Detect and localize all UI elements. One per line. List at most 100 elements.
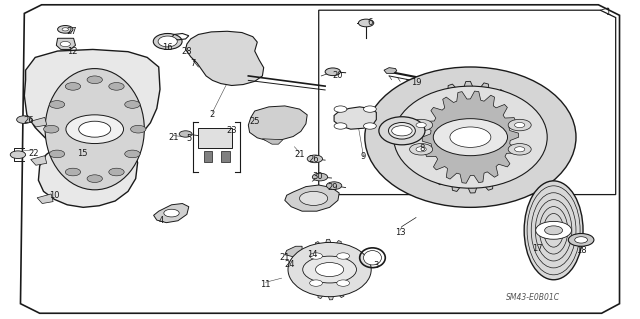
Circle shape: [316, 263, 344, 277]
Text: 21: 21: [168, 133, 179, 142]
Text: 10: 10: [49, 191, 60, 200]
Text: 18: 18: [576, 246, 586, 255]
Polygon shape: [285, 246, 302, 257]
Ellipse shape: [288, 242, 371, 297]
Circle shape: [410, 144, 433, 155]
Circle shape: [515, 147, 525, 152]
Ellipse shape: [394, 86, 547, 188]
Text: 23: 23: [227, 126, 237, 135]
Text: 21: 21: [280, 253, 290, 262]
Circle shape: [87, 175, 102, 182]
Text: 11: 11: [260, 280, 271, 289]
Polygon shape: [300, 239, 360, 300]
Text: 13: 13: [395, 228, 405, 237]
Text: 19: 19: [411, 78, 421, 87]
Circle shape: [49, 150, 65, 158]
Circle shape: [337, 253, 349, 259]
Circle shape: [66, 115, 124, 144]
Circle shape: [450, 127, 491, 147]
Circle shape: [508, 119, 531, 131]
Circle shape: [62, 28, 68, 31]
Text: 20: 20: [333, 71, 343, 80]
Ellipse shape: [45, 69, 145, 190]
Text: 16: 16: [163, 43, 173, 52]
Text: 30: 30: [313, 172, 323, 181]
Text: 1: 1: [605, 8, 611, 17]
Ellipse shape: [388, 122, 415, 139]
Circle shape: [58, 26, 73, 33]
Circle shape: [65, 168, 81, 176]
Circle shape: [125, 101, 140, 108]
Text: 9: 9: [361, 152, 366, 161]
Circle shape: [358, 19, 374, 27]
Circle shape: [310, 253, 323, 259]
Ellipse shape: [364, 251, 381, 265]
Circle shape: [307, 155, 323, 163]
Text: 6: 6: [367, 18, 372, 27]
Circle shape: [10, 151, 26, 159]
Polygon shape: [384, 68, 397, 73]
Polygon shape: [248, 106, 307, 141]
Ellipse shape: [524, 181, 583, 280]
Text: 29: 29: [328, 183, 338, 192]
Circle shape: [310, 280, 323, 286]
Text: 25: 25: [250, 117, 260, 126]
Text: 26: 26: [24, 116, 34, 125]
Polygon shape: [198, 128, 232, 148]
Circle shape: [508, 144, 531, 155]
Circle shape: [364, 123, 376, 129]
Circle shape: [60, 41, 70, 47]
Text: 14: 14: [307, 250, 317, 259]
Circle shape: [131, 125, 146, 133]
Text: 4: 4: [159, 216, 164, 225]
Circle shape: [325, 68, 340, 76]
Text: 7: 7: [191, 59, 196, 68]
Circle shape: [49, 101, 65, 108]
Text: 26: 26: [308, 155, 319, 164]
Circle shape: [179, 131, 192, 137]
Circle shape: [164, 209, 179, 217]
Circle shape: [65, 83, 81, 90]
Circle shape: [575, 237, 588, 243]
Ellipse shape: [365, 67, 576, 207]
Polygon shape: [412, 81, 529, 193]
Circle shape: [326, 182, 342, 189]
Circle shape: [300, 191, 328, 205]
Ellipse shape: [379, 117, 425, 145]
Polygon shape: [334, 107, 376, 129]
Text: 12: 12: [67, 47, 77, 56]
Circle shape: [410, 119, 433, 131]
Circle shape: [334, 106, 347, 112]
Circle shape: [334, 123, 347, 129]
Circle shape: [125, 150, 140, 158]
Circle shape: [87, 76, 102, 84]
Polygon shape: [56, 38, 76, 49]
Polygon shape: [186, 31, 264, 85]
Circle shape: [545, 226, 563, 235]
Circle shape: [568, 234, 594, 246]
Polygon shape: [24, 49, 160, 207]
Text: 17: 17: [532, 244, 543, 253]
Text: 27: 27: [67, 27, 77, 36]
Circle shape: [364, 106, 376, 112]
Circle shape: [416, 147, 426, 152]
Circle shape: [79, 121, 111, 137]
Text: 8: 8: [420, 144, 425, 153]
Circle shape: [337, 280, 349, 286]
Circle shape: [44, 125, 59, 133]
Circle shape: [109, 168, 124, 176]
Polygon shape: [285, 185, 339, 211]
Polygon shape: [31, 117, 47, 127]
Circle shape: [312, 173, 328, 181]
Polygon shape: [154, 204, 189, 223]
Circle shape: [515, 122, 525, 128]
Text: 22: 22: [28, 149, 38, 158]
Polygon shape: [422, 91, 518, 183]
Text: 21: 21: [294, 150, 305, 159]
Text: SM43-E0B01C: SM43-E0B01C: [506, 293, 560, 302]
Polygon shape: [204, 151, 212, 162]
Text: 5: 5: [187, 134, 192, 143]
Text: 28: 28: [182, 47, 192, 56]
Circle shape: [433, 119, 508, 156]
Circle shape: [392, 126, 412, 136]
